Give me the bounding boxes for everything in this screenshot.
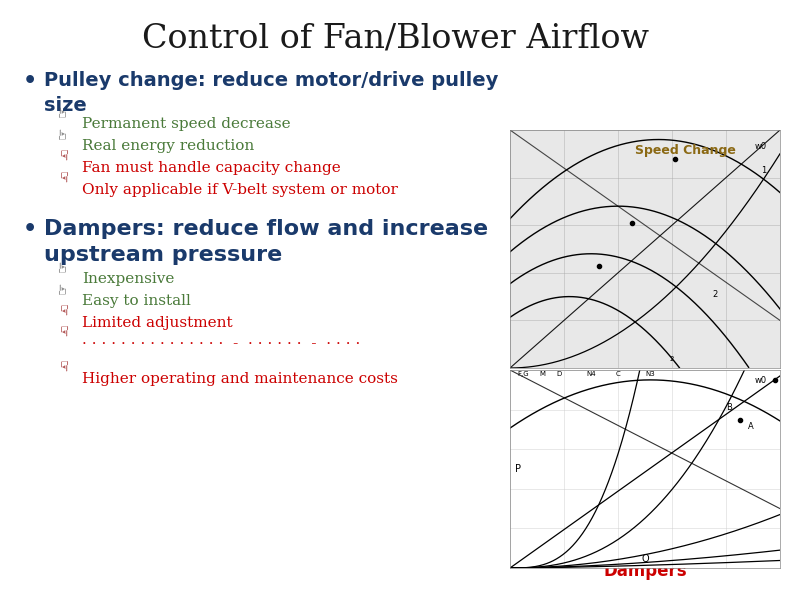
Text: Speed Change: Speed Change xyxy=(635,144,736,157)
Text: Only applicable if V-belt system or motor: Only applicable if V-belt system or moto… xyxy=(82,183,398,197)
Text: ☞: ☞ xyxy=(55,105,69,118)
Text: w0: w0 xyxy=(754,376,767,385)
Text: Control of Fan/Blower Airflow: Control of Fan/Blower Airflow xyxy=(143,22,649,54)
Text: ☞: ☞ xyxy=(55,259,69,272)
Text: 2: 2 xyxy=(670,356,674,362)
Text: F,G: F,G xyxy=(518,371,529,377)
Text: ☞: ☞ xyxy=(55,149,69,161)
Text: · · · · · · · · · · · · · · ·  -  · · · · · ·  -  · · · ·: · · · · · · · · · · · · · · · - · · · · … xyxy=(82,337,360,351)
Text: M: M xyxy=(539,371,546,377)
Text: ☞: ☞ xyxy=(55,282,69,294)
Text: ☞: ☞ xyxy=(55,325,69,337)
Text: N4: N4 xyxy=(586,371,596,377)
Text: D: D xyxy=(556,371,562,377)
Text: B: B xyxy=(726,403,732,412)
Text: Limited adjustment: Limited adjustment xyxy=(82,316,233,330)
Text: •: • xyxy=(23,219,37,239)
Text: upstream pressure: upstream pressure xyxy=(44,245,282,265)
Text: size: size xyxy=(44,96,87,115)
Text: A: A xyxy=(748,422,753,431)
Text: ☞: ☞ xyxy=(55,127,69,140)
Text: Dampers: Dampers xyxy=(604,562,687,580)
Text: 1: 1 xyxy=(761,166,767,175)
Text: N3: N3 xyxy=(645,371,655,377)
Text: ☞: ☞ xyxy=(55,171,69,183)
Text: Higher operating and maintenance costs: Higher operating and maintenance costs xyxy=(82,372,398,386)
Text: Q: Q xyxy=(642,554,649,564)
Text: Pulley change: reduce motor/drive pulley: Pulley change: reduce motor/drive pulley xyxy=(44,71,498,90)
Text: ☞: ☞ xyxy=(55,360,69,372)
Text: •: • xyxy=(23,71,37,91)
Text: Dampers: reduce flow and increase: Dampers: reduce flow and increase xyxy=(44,219,488,239)
Text: P: P xyxy=(516,464,521,474)
Text: Easy to install: Easy to install xyxy=(82,294,191,308)
Text: Real energy reduction: Real energy reduction xyxy=(82,139,254,153)
Text: C: C xyxy=(615,371,620,377)
Text: 2: 2 xyxy=(713,289,718,299)
Text: ☞: ☞ xyxy=(55,304,69,316)
Text: Fan must handle capacity change: Fan must handle capacity change xyxy=(82,161,341,175)
Text: w0: w0 xyxy=(754,142,767,151)
Text: Permanent speed decrease: Permanent speed decrease xyxy=(82,117,291,131)
Text: Inexpensive: Inexpensive xyxy=(82,272,174,286)
